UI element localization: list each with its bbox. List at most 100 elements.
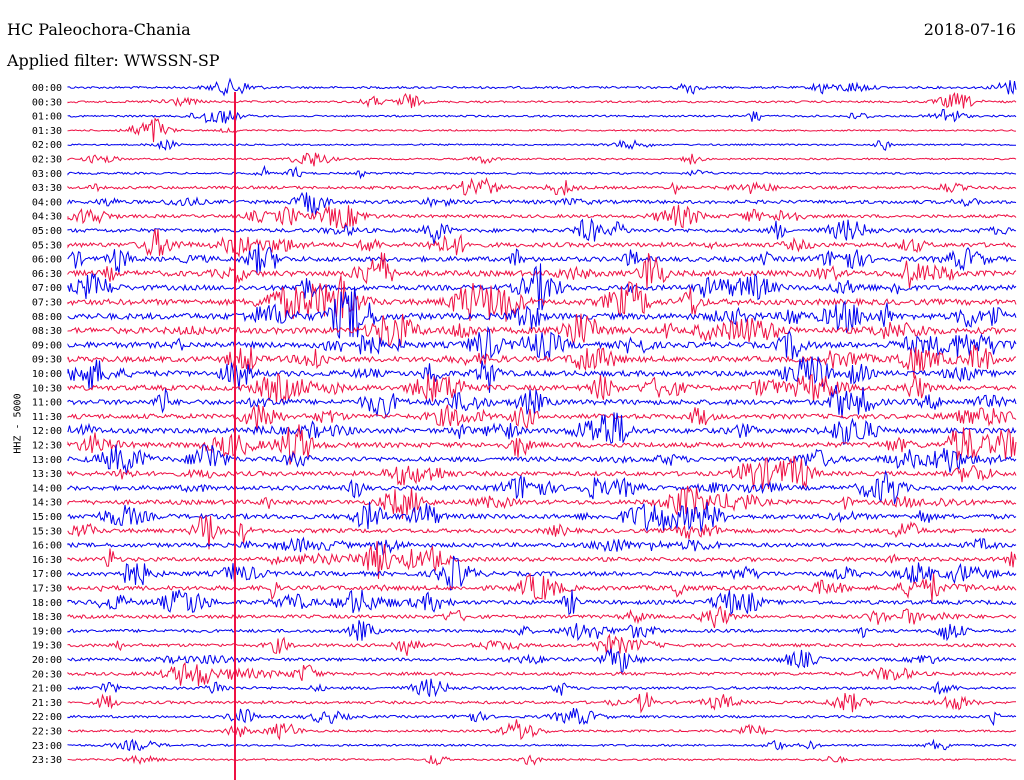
time-label: 16:00: [32, 541, 62, 552]
trace-line: [67, 444, 1017, 476]
time-label: 13:30: [32, 469, 62, 480]
trace-line: [67, 204, 1017, 229]
time-label: 15:30: [32, 526, 62, 537]
time-label: 07:00: [32, 283, 62, 294]
trace-line: [67, 605, 1017, 629]
time-label: 16:30: [32, 555, 62, 566]
trace-line: [67, 243, 1017, 275]
time-label: 23:00: [32, 741, 62, 752]
time-label: 22:00: [32, 712, 62, 723]
time-label: 05:00: [32, 226, 62, 237]
trace-line: [67, 589, 1017, 616]
time-label: 12:00: [32, 426, 62, 437]
time-label: 14:00: [32, 483, 62, 494]
trace-line: [67, 275, 1017, 322]
station-title: HC Paleochora-Chania: [7, 20, 191, 39]
time-label: 19:00: [32, 626, 62, 637]
time-label: 21:30: [32, 698, 62, 709]
trace-line: [67, 313, 1017, 348]
time-label: 00:00: [32, 83, 62, 94]
time-label: 02:30: [32, 155, 62, 166]
time-label: 20:00: [32, 655, 62, 666]
time-label: 17:00: [32, 569, 62, 580]
trace-line: [67, 108, 1017, 124]
time-label: 15:00: [32, 512, 62, 523]
trace-line: [67, 384, 1017, 419]
trace-line: [67, 424, 1017, 465]
trace-line: [67, 177, 1017, 196]
time-label: 18:30: [32, 612, 62, 623]
trace-line: [67, 719, 1016, 741]
trace-line: [67, 117, 1016, 143]
trace-line: [67, 661, 1017, 687]
date-label: 2018-07-16: [923, 20, 1016, 39]
time-label: 08:30: [32, 326, 62, 337]
trace-line: [67, 228, 1017, 258]
trace-line: [67, 286, 1017, 339]
time-label: 07:30: [32, 298, 62, 309]
time-label: 10:00: [32, 369, 62, 380]
trace-line: [67, 692, 1016, 714]
time-label: 20:30: [32, 669, 62, 680]
trace-line: [67, 152, 1017, 167]
time-label: 13:00: [32, 455, 62, 466]
trace-line: [67, 92, 1017, 109]
trace-line: [67, 344, 1017, 378]
time-label: 11:00: [32, 398, 62, 409]
trace-line: [67, 77, 1017, 97]
trace-line: [67, 404, 1017, 431]
seismic-traces: [67, 77, 1017, 766]
trace-line: [67, 648, 1017, 675]
time-label: 23:30: [32, 755, 62, 766]
trace-line: [67, 412, 1017, 445]
time-label: 04:00: [32, 197, 62, 208]
time-label: 04:30: [32, 212, 62, 223]
time-label: 11:30: [32, 412, 62, 423]
trace-line: [67, 192, 1017, 216]
time-label: 09:00: [32, 340, 62, 351]
time-label: 18:00: [32, 598, 62, 609]
time-label: 08:00: [32, 312, 62, 323]
time-label: 01:30: [32, 126, 62, 137]
trace-line: [67, 555, 1017, 591]
time-label: 06:30: [32, 269, 62, 280]
time-label: 10:30: [32, 383, 62, 394]
trace-line: [67, 217, 1017, 245]
trace-line: [67, 515, 1017, 550]
trace-line: [67, 356, 1017, 393]
trace-line: [67, 754, 1017, 766]
time-labels: 00:00 00:30 01:00 01:30 02:00 02:30 03:00 03:30…: [32, 83, 62, 766]
trace-line: [67, 541, 1017, 579]
trace-line: [67, 485, 1017, 519]
time-label: 09:30: [32, 355, 62, 366]
time-label: 22:30: [32, 727, 62, 738]
trace-line: [67, 620, 1017, 642]
trace-line: [67, 325, 1017, 360]
time-label: 05:30: [32, 240, 62, 251]
time-label: 02:00: [32, 140, 62, 151]
time-label: 00:30: [32, 97, 62, 108]
trace-line: [67, 501, 1017, 533]
time-label: 12:30: [32, 441, 62, 452]
trace-line: [67, 138, 1016, 151]
time-label: 17:30: [32, 584, 62, 595]
time-label: 19:30: [32, 641, 62, 652]
trace-line: [67, 572, 1017, 602]
trace-line: [67, 633, 1016, 656]
trace-line: [67, 708, 1017, 727]
time-label: 21:00: [32, 684, 62, 695]
trace-line: [67, 455, 1017, 490]
filter-label: Applied filter: WWSSN-SP: [7, 51, 220, 70]
trace-line: [67, 372, 1017, 404]
time-label: 14:30: [32, 498, 62, 509]
trace-line: [67, 263, 1017, 311]
trace-line: [67, 738, 1017, 752]
trace-line: [67, 164, 1017, 180]
time-label: 03:30: [32, 183, 62, 194]
time-label: 06:00: [32, 255, 62, 266]
trace-line: [67, 469, 1017, 505]
trace-line: [67, 536, 1017, 556]
time-label: 03:00: [32, 169, 62, 180]
trace-line: [67, 678, 1017, 698]
